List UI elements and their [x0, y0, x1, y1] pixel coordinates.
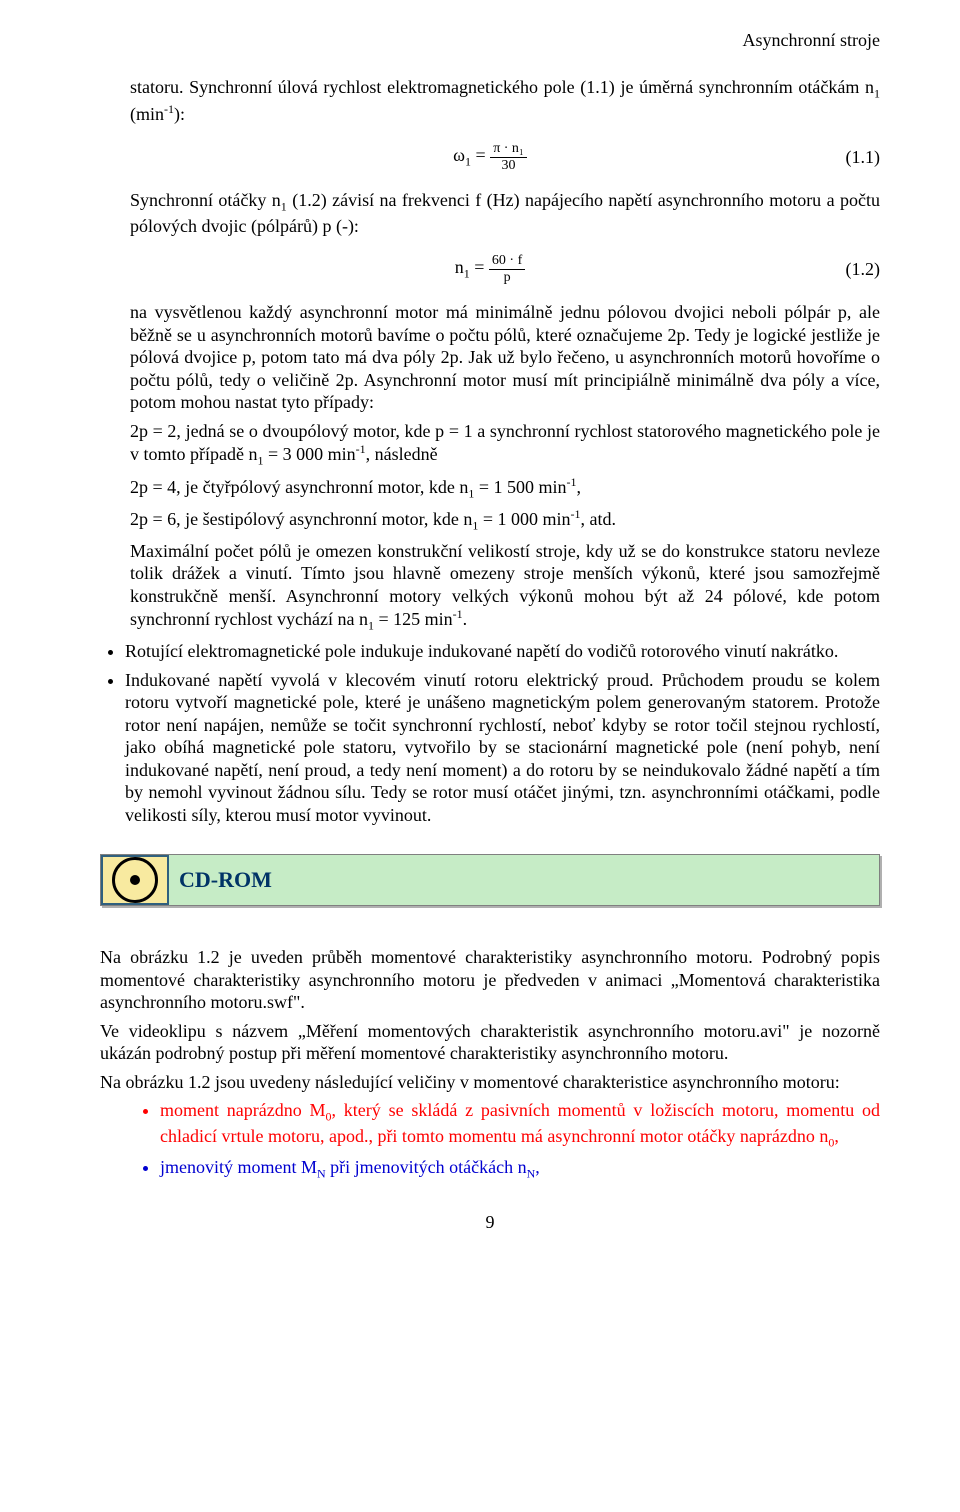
paragraph-after-3: Na obrázku 1.2 jsou uvedeny následující …: [100, 1071, 880, 1094]
paragraph-intro: statoru. Synchronní úlová rychlost elekt…: [100, 76, 880, 125]
text: = 1 500 min: [474, 477, 566, 497]
equation-1-1: ω1 = π · n₁30 (1.1): [100, 135, 880, 179]
text: , atd.: [581, 509, 617, 529]
fraction: 60 · fp: [489, 253, 525, 285]
superscript: -1: [356, 442, 366, 456]
text: = 125 min: [374, 609, 453, 629]
eq-lhs-var: ω: [453, 145, 465, 165]
list-item-blue: jmenovitý moment MN při jmenovitých otáč…: [160, 1156, 880, 1182]
list-item-red: moment naprázdno M0, který se skládá z p…: [160, 1099, 880, 1150]
text: ,: [834, 1126, 839, 1146]
eq-lhs-var: n: [455, 257, 464, 277]
paragraph-after-1: Na obrázku 1.2 je uveden průběh momentov…: [100, 946, 880, 1014]
text: .: [463, 609, 468, 629]
fraction-numerator: π · n₁: [490, 141, 527, 157]
spacer: [100, 906, 880, 946]
paragraph-case-2p2: 2p = 2, jedná se o dvoupólový motor, kde…: [100, 420, 880, 469]
text: (min: [130, 104, 164, 124]
equation-number: (1.1): [846, 147, 881, 168]
paragraph-poles-explain: na vysvětlenou každý asynchronní motor m…: [100, 301, 880, 414]
text: jmenovitý moment M: [160, 1157, 317, 1177]
page-number: 9: [100, 1212, 880, 1233]
superscript: -1: [571, 507, 581, 521]
text: = 1 000 min: [478, 509, 570, 529]
text: ):: [174, 104, 185, 124]
cd-icon: [112, 857, 158, 903]
paragraph-sync-speed: Synchronní otáčky n1 (1.2) závisí na fre…: [100, 189, 880, 237]
eq-equals: =: [470, 257, 489, 277]
fraction-denominator: p: [489, 270, 525, 285]
paragraph-case-2p6: 2p = 6, je šestipólový asynchronní motor…: [100, 507, 880, 534]
running-header: Asynchronní stroje: [100, 30, 880, 51]
cd-hole-icon: [130, 875, 140, 885]
text: = 3 000 min: [263, 444, 355, 464]
colored-quantity-list: moment naprázdno M0, který se skládá z p…: [100, 1099, 880, 1182]
equation-body: ω1 = π · n₁30: [453, 141, 527, 173]
subscript: N: [527, 1167, 536, 1181]
cdrom-icon-cell: [101, 855, 169, 905]
superscript: -1: [567, 475, 577, 489]
cdrom-callout: CD-ROM: [100, 854, 880, 906]
text: statoru. Synchronní úlová rychlost elekt…: [130, 77, 874, 97]
subscript: 1: [874, 87, 880, 101]
text: 2p = 2, jedná se o dvoupólový motor, kde…: [130, 421, 880, 465]
text: 2p = 6, je šestipólový asynchronní motor…: [130, 509, 472, 529]
list-item: Indukované napětí vyvolá v klecovém vinu…: [125, 669, 880, 827]
superscript: -1: [164, 102, 174, 116]
bullet-list-principles: Rotující elektromagnetické pole indukuje…: [100, 640, 880, 826]
text: ,: [535, 1157, 540, 1177]
paragraph-max-poles: Maximální počet pólů je omezen konstrukč…: [100, 540, 880, 634]
text: při jmenovitých otáčkách n: [326, 1157, 527, 1177]
text: Maximální počet pólů je omezen konstrukč…: [130, 541, 880, 630]
equation-number: (1.2): [846, 259, 881, 280]
text: 2p = 4, je čtyřpólový asynchronní motor,…: [130, 477, 468, 497]
equation-body: n1 = 60 · fp: [455, 253, 525, 285]
text: ,: [577, 477, 582, 497]
text: , následně: [366, 444, 438, 464]
paragraph-case-2p4: 2p = 4, je čtyřpólový asynchronní motor,…: [100, 475, 880, 502]
text: moment naprázdno M: [160, 1100, 326, 1120]
list-item: Rotující elektromagnetické pole indukuje…: [125, 640, 880, 663]
superscript: -1: [453, 607, 463, 621]
equation-1-2: n1 = 60 · fp (1.2): [100, 247, 880, 291]
fraction-numerator: 60 · f: [489, 253, 525, 269]
text: Synchronní otáčky n: [130, 190, 281, 210]
subscript: N: [317, 1167, 326, 1181]
fraction-denominator: 30: [490, 158, 527, 173]
cdrom-label: CD-ROM: [169, 855, 879, 905]
fraction: π · n₁30: [490, 141, 527, 173]
paragraph-after-2: Ve videoklipu s názvem „Měření momentový…: [100, 1020, 880, 1065]
eq-equals: =: [471, 145, 490, 165]
page: Asynchronní stroje statoru. Synchronní ú…: [0, 0, 960, 1512]
